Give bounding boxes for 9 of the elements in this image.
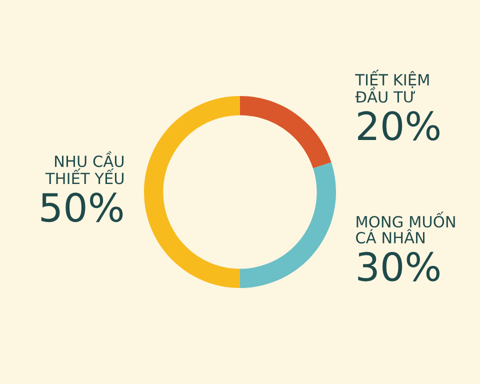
slice-label: NHU CẦU THIẾT YẾU bbox=[45, 151, 124, 184]
donut-slice bbox=[240, 96, 332, 168]
donut-slice bbox=[240, 162, 336, 288]
slice-label: MONG MUỐN CÁ NHÂN bbox=[356, 212, 455, 244]
slice-label: TIẾT KIỆM ĐẦU TƯ bbox=[355, 70, 429, 103]
data-label: 30% bbox=[358, 252, 440, 282]
donut-slice bbox=[144, 96, 240, 288]
data-label: 50% bbox=[41, 192, 123, 222]
data-label: 20% bbox=[358, 111, 440, 141]
